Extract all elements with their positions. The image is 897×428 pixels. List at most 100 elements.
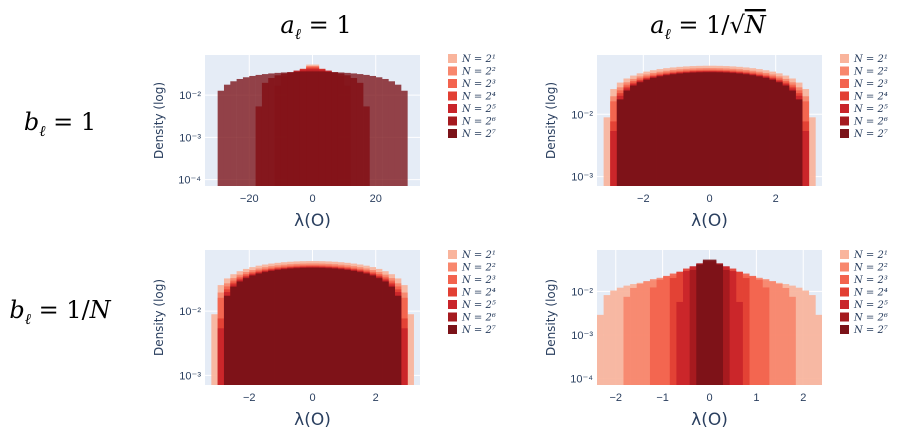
histogram-bar <box>375 278 383 385</box>
histogram-bar <box>716 72 724 186</box>
histogram-bar <box>344 270 351 385</box>
legend-label: N = 2⁶ <box>461 313 496 324</box>
legend-label: N = 2³ <box>461 79 496 90</box>
x-tick-label: 0 <box>309 193 315 205</box>
x-tick-label: 2 <box>800 392 806 404</box>
histogram-bar <box>729 73 737 186</box>
legend-label: N = 2³ <box>853 79 888 90</box>
legend-label: N = 2⁷ <box>853 129 888 140</box>
histogram-bar <box>762 287 770 385</box>
x-tick-label: −2 <box>637 193 650 205</box>
histogram-bar <box>299 268 307 385</box>
legend-swatch <box>840 129 849 138</box>
histogram-bar <box>722 269 730 385</box>
histogram-bar <box>749 275 757 385</box>
histogram-bar <box>287 268 294 385</box>
legend-label: N = 2⁵ <box>461 104 496 115</box>
histogram-bar <box>255 273 263 385</box>
legend-swatch <box>448 104 457 113</box>
legend-swatch <box>840 91 849 101</box>
legend-swatch <box>840 300 849 309</box>
legend-label: N = 2¹ <box>461 54 496 65</box>
histogram-bar <box>344 72 351 186</box>
legend-label: N = 2² <box>853 67 888 78</box>
legend-swatch <box>840 79 849 88</box>
legend-swatch <box>840 275 849 284</box>
col-header-2: aℓ = 1/√N <box>650 11 767 43</box>
histogram-bar <box>676 301 684 385</box>
y-tick-label: 10⁻² <box>179 306 201 318</box>
histogram-bar <box>268 270 275 385</box>
y-tick-label: 10⁻³ <box>571 330 593 342</box>
legend-label: N = 2¹ <box>461 250 496 261</box>
row-header-1: bℓ = 1 <box>24 108 96 140</box>
histogram-bar <box>696 264 704 385</box>
x-tick-label: 0 <box>309 392 315 404</box>
histogram-bar <box>306 267 313 385</box>
histogram-bar <box>382 281 389 385</box>
x-axis-label: λ(O) <box>294 410 331 428</box>
legend-swatch <box>448 312 457 322</box>
histogram-bar <box>769 79 776 186</box>
x-tick-label: 20 <box>370 193 382 205</box>
legend-swatch <box>448 325 457 334</box>
histogram-bar <box>742 74 750 186</box>
histogram-bar <box>242 77 250 186</box>
histogram-bar <box>630 287 638 385</box>
histogram-bar <box>709 259 717 385</box>
histogram-bar <box>630 85 638 186</box>
series-7 <box>223 267 402 385</box>
histogram-bar <box>280 269 288 385</box>
histogram-bar <box>742 278 750 385</box>
x-tick-label: 0 <box>706 193 712 205</box>
y-tick-label: 10⁻³ <box>179 370 201 382</box>
x-tick-label: 1 <box>753 392 759 404</box>
legend-swatch <box>448 262 457 272</box>
histogram-bar <box>287 72 294 186</box>
histogram-bar <box>261 272 269 385</box>
histogram-bar <box>356 74 364 186</box>
histogram-bar <box>242 278 250 385</box>
legend-swatch <box>840 104 849 113</box>
legend-label: N = 2¹ <box>853 54 888 65</box>
histogram-bar <box>636 283 644 385</box>
histogram-bar <box>337 269 345 385</box>
histogram-bar <box>388 286 396 385</box>
x-tick-label: −2 <box>609 392 622 404</box>
histogram-bar <box>808 295 816 385</box>
histogram-bar <box>217 90 225 186</box>
histogram-bar <box>318 268 326 385</box>
histogram-bar <box>735 73 743 186</box>
histogram-bar <box>815 314 822 385</box>
x-tick-label: 2 <box>773 193 779 205</box>
histogram-bar <box>274 72 282 186</box>
histogram-bar <box>382 78 389 186</box>
y-axis-label: Density (log) <box>152 82 166 159</box>
x-tick-label: −2 <box>243 392 256 404</box>
histogram-bar <box>350 73 358 186</box>
histogram-bar <box>729 271 737 385</box>
legend-label: N = 2⁶ <box>461 117 496 128</box>
histogram-bar <box>261 74 269 186</box>
histogram-bar <box>312 71 320 186</box>
histogram-bar <box>749 75 757 186</box>
histogram-bar <box>394 296 402 385</box>
histogram-bar <box>649 78 657 186</box>
row-header-2: bℓ = 1/N <box>9 296 111 328</box>
histogram-bar <box>337 72 345 186</box>
y-axis-label: Density (log) <box>544 279 558 356</box>
legend-label: N = 2⁴ <box>461 288 496 299</box>
histogram-bar <box>223 84 231 186</box>
legend-swatch <box>840 116 849 126</box>
histogram-bar <box>722 72 730 186</box>
histogram-bar <box>795 287 803 385</box>
legend-swatch <box>840 325 849 334</box>
histogram-bar <box>236 78 244 186</box>
y-tick-label: 10⁻² <box>571 286 593 298</box>
histogram-bar <box>663 275 671 385</box>
legend: N = 2¹ N = 2²N = 2³ N = 2⁴N = 2⁵ N = 2⁶N = … <box>448 54 496 140</box>
legend-swatch <box>448 91 457 101</box>
legend-label: N = 2⁴ <box>461 92 496 103</box>
histogram-bar <box>401 328 408 385</box>
legend-swatch <box>448 129 457 138</box>
